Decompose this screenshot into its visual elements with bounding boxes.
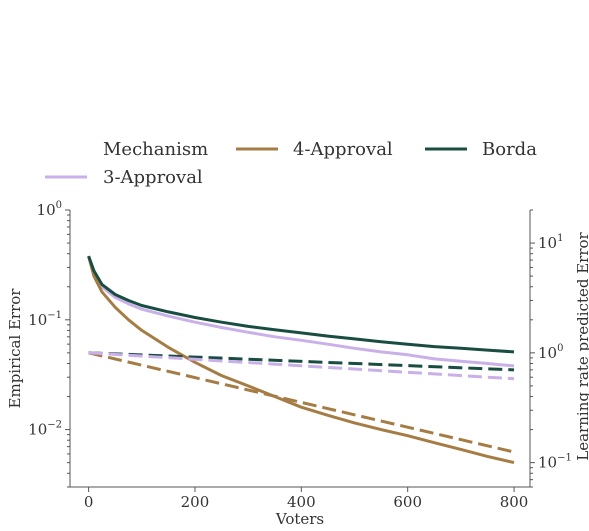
left-y-axis-title: Empirical Error [6, 288, 24, 409]
left-tick-label: 10−1 [28, 310, 62, 329]
left-tick-label: 10−2 [28, 420, 62, 439]
right-tick-label: 101 [538, 233, 563, 252]
x-tick-label: 200 [181, 493, 210, 511]
x-axis-title: Voters [275, 510, 324, 528]
left-tick-label: 100 [37, 200, 62, 219]
legend-label-borda: Borda [482, 139, 537, 160]
series-line-borda-solid [87, 255, 515, 354]
series-line-4-approval-solid [87, 255, 515, 465]
legend: Mechanism 4-Approval Borda 3-Approval [45, 139, 537, 188]
series-group [87, 255, 515, 465]
x-tick-label: 0 [84, 493, 94, 511]
right-tick-label: 100 [538, 343, 563, 362]
series-line-3-approval-dashed [88, 351, 515, 381]
x-tick-label: 400 [287, 493, 316, 511]
series-line-3-approval-solid [87, 255, 515, 368]
series-line-4-approval-dashed [88, 351, 515, 454]
x-tick-label: 600 [393, 493, 422, 511]
legend-label-3-approval: 3-Approval [103, 167, 203, 188]
right-y-axis-title: Learning rate predicted Error [574, 231, 589, 460]
axes: 0 200 400 600 800 100 10−1 10−2 101 100 10−1 [28, 200, 572, 511]
legend-title: Mechanism [103, 139, 208, 160]
x-tick-label: 800 [500, 493, 529, 511]
legend-label-4-approval: 4-Approval [293, 139, 393, 160]
right-tick-label: 10−1 [538, 453, 572, 472]
